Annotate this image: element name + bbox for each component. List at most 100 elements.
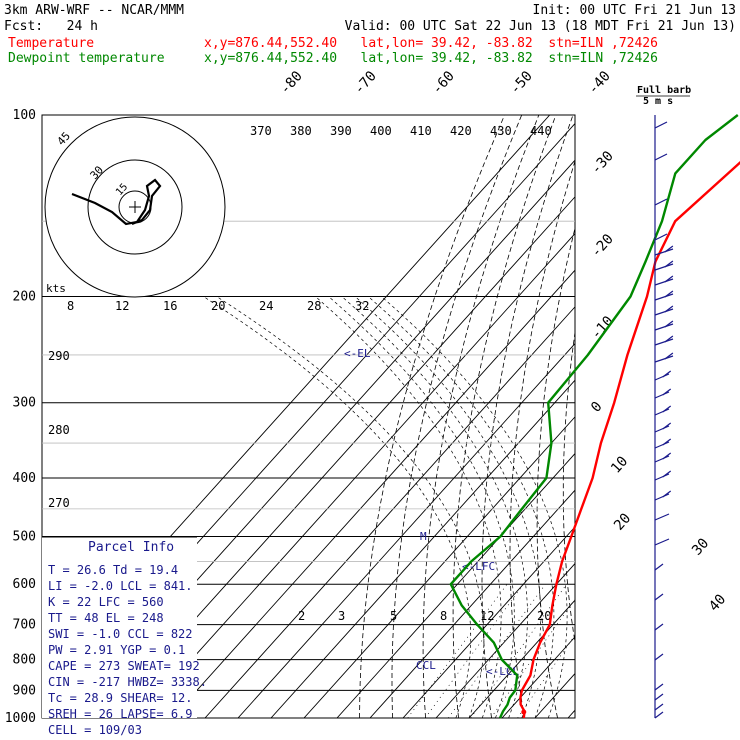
isotherm-line xyxy=(369,489,575,718)
pressure-label: 800 xyxy=(13,653,36,668)
isotherm-label: 0 xyxy=(588,399,606,416)
dry-adiabat xyxy=(613,115,658,718)
wind-barb-flag xyxy=(664,352,674,360)
hodo-units-label: kts xyxy=(46,282,66,295)
isotherm-line xyxy=(435,562,575,718)
forecast-hour: Fcst: 24 h xyxy=(4,19,98,34)
pressure-label: 600 xyxy=(13,577,36,592)
theta-label: 410 xyxy=(410,124,432,138)
isotherm-label: -40 xyxy=(585,68,614,98)
isotherm-line xyxy=(534,672,575,718)
wind-barb xyxy=(654,278,674,286)
wind-barb xyxy=(654,263,674,271)
dry-adiabat xyxy=(481,115,574,718)
hodo-trace xyxy=(71,178,162,226)
moist-adiabat xyxy=(354,296,542,718)
parcel-info-row: TT = 48 EL = 248 xyxy=(48,611,164,625)
theta-label: 390 xyxy=(330,124,352,138)
parcel-panel-bg xyxy=(42,537,197,718)
theta-label: 400 xyxy=(370,124,392,138)
mixing-ratio-label: 12 xyxy=(480,609,494,623)
wind-barb xyxy=(654,373,670,381)
level-marker: <-EL xyxy=(344,347,371,360)
parcel-info-title: Parcel Info xyxy=(88,540,174,555)
wind-barb xyxy=(654,593,664,601)
wind-barb-flag xyxy=(662,422,672,430)
isotherm-line xyxy=(237,342,575,718)
pressure-label: 300 xyxy=(13,396,36,411)
dry-adiabat xyxy=(705,115,740,718)
theta-label: 420 xyxy=(450,124,472,138)
theta-label: 370 xyxy=(250,124,272,138)
wind-barb xyxy=(654,513,670,521)
pressure-label: 200 xyxy=(13,290,36,305)
dry-adiabat xyxy=(562,329,575,645)
init-time: Init: 00 UTC Fri 21 Jun 13 xyxy=(532,3,737,18)
isotherm-label: -20 xyxy=(588,231,617,261)
theta-label: 440 xyxy=(530,124,552,138)
wind-barb xyxy=(654,248,674,256)
wind-barb-flag xyxy=(664,275,674,283)
wind-barb xyxy=(654,653,664,661)
theta-label: 270 xyxy=(48,496,70,510)
pressure-label: 100 xyxy=(13,108,36,123)
isotherm-line xyxy=(501,636,575,718)
barb-legend-title: Full barb xyxy=(637,85,691,96)
wind-barb xyxy=(654,355,674,363)
wind-barb-flag xyxy=(664,305,674,313)
wind-barb xyxy=(654,711,664,719)
dewpoint-legend: Dewpoint temperature xyxy=(8,51,165,66)
isotherm-label: 10 xyxy=(608,453,631,476)
isotherm-label: -10 xyxy=(588,313,617,343)
wind-barb xyxy=(654,455,670,463)
mixing-ratio-label: 3 xyxy=(338,609,345,623)
isotherm-line xyxy=(138,232,575,718)
isotherm-label: 20 xyxy=(611,510,634,533)
wind-barb-flag xyxy=(662,370,672,378)
location-temperature: x,y=876.44,552.40 lat,lon= 39.42, -83.82… xyxy=(204,36,658,51)
wind-barb xyxy=(654,338,674,346)
wind-barb xyxy=(654,425,670,433)
wind-scale-label: 28 xyxy=(307,299,321,313)
location-dewpoint: x,y=876.44,552.40 lat,lon= 39.42, -83.82… xyxy=(204,51,658,66)
wind-barb-flag xyxy=(662,388,672,396)
parcel-info-row: CIN = -217 HWBZ= 3338. xyxy=(48,675,207,689)
wind-scale-label: 16 xyxy=(163,299,177,313)
wind-barb xyxy=(654,563,664,571)
temperature-profile xyxy=(519,160,740,719)
wind-barb xyxy=(654,473,670,481)
wind-barb-flag xyxy=(664,335,674,343)
wind-barb xyxy=(654,408,670,416)
theta-label: 430 xyxy=(490,124,512,138)
wind-barb-flag xyxy=(664,260,674,268)
parcel-info-row: CELL = 109/03 xyxy=(48,723,142,737)
pressure-label: 700 xyxy=(13,618,36,633)
parcel-info-row: SWI = -1.0 CCL = 822 xyxy=(48,627,193,641)
wind-barb-flag xyxy=(662,490,672,498)
temperature-legend: Temperature xyxy=(8,36,95,51)
isotherm-line xyxy=(601,115,740,718)
theta-label: 280 xyxy=(48,423,70,437)
parcel-info-row: PW = 2.91 YGP = 0.1 xyxy=(48,643,185,657)
mixing-ratio-line xyxy=(407,583,508,718)
wind-barb xyxy=(654,538,670,546)
isotherm-label: 30 xyxy=(689,535,712,558)
wind-barb xyxy=(654,198,668,206)
wind-barb xyxy=(654,493,670,501)
wind-barb-flag xyxy=(662,470,672,478)
wind-barb xyxy=(654,623,664,631)
mixing-ratio-label: 2 xyxy=(298,609,305,623)
moist-adiabat xyxy=(203,296,472,718)
wind-barb xyxy=(654,121,668,129)
parcel-info-panel: Parcel Info T = 26.6 Td = 19.4 LI = -2.0 L… xyxy=(42,536,207,737)
wind-scale-label: 20 xyxy=(211,299,225,313)
parcel-info-row: CAPE = 273 SWEAT= 192 xyxy=(48,659,200,673)
barb-legend-units: 5 m s xyxy=(643,96,673,107)
mixing-ratio-label: 8 xyxy=(440,609,447,623)
isotherm-line xyxy=(204,306,575,718)
isotherm-line xyxy=(303,416,575,718)
mixing-ratio-label: 20 xyxy=(537,609,551,623)
dewpoint-profile xyxy=(449,114,739,719)
wind-scale-label: 12 xyxy=(115,299,129,313)
theta-label: 380 xyxy=(290,124,312,138)
